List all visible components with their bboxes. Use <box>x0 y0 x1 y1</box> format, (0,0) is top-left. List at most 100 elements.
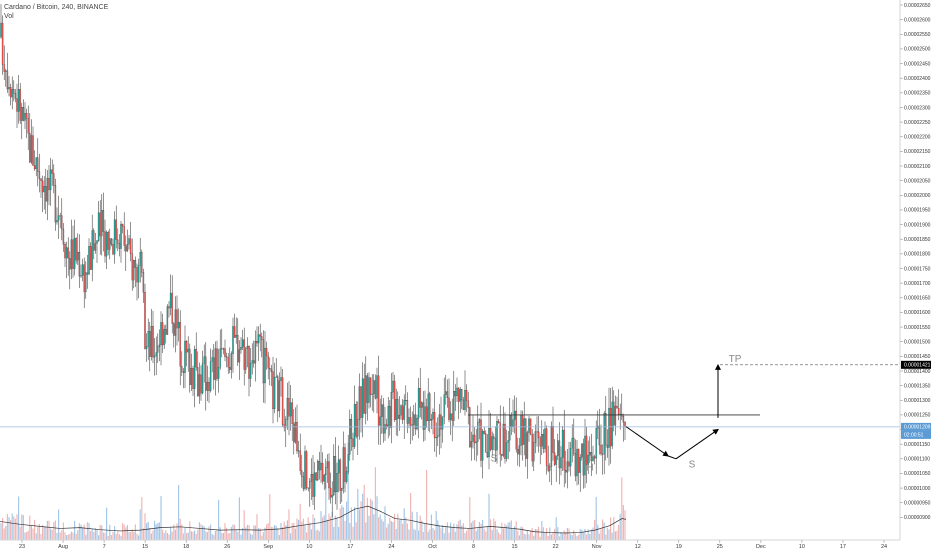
volume-bar <box>386 527 388 540</box>
candles <box>0 4 626 518</box>
volume-bar <box>610 517 612 540</box>
time-tick-label: Aug <box>58 544 68 550</box>
time-axis[interactable]: 23 Aug 7 15 18 26 Sep 10 17 24 Oct 8 15 22 Nov 12 19 25 De… <box>19 540 887 550</box>
candle-body <box>281 377 284 425</box>
candle-body <box>448 397 450 420</box>
candle-body <box>243 339 245 370</box>
candle-body <box>369 377 372 395</box>
candle-body <box>13 89 15 94</box>
volume-bar <box>398 520 400 540</box>
volume-bar <box>466 530 468 540</box>
volume-bar <box>464 532 466 540</box>
candle-body <box>141 252 143 273</box>
volume-bar <box>160 496 162 540</box>
volume-bar <box>498 532 500 540</box>
candle-body <box>123 226 125 246</box>
volume-bar <box>283 521 285 540</box>
volume-bar <box>85 534 87 540</box>
volume-bar <box>78 523 80 540</box>
candle-body <box>504 423 506 459</box>
candle-body <box>328 461 330 489</box>
candle-body <box>385 424 388 427</box>
volume-bar <box>509 521 511 540</box>
volume-bar <box>254 525 256 540</box>
volume-bar <box>226 527 228 540</box>
candle-body <box>253 360 255 364</box>
volume-bar <box>6 514 8 540</box>
volume-bar <box>32 528 34 540</box>
candle-body <box>3 64 5 72</box>
candle-body <box>235 335 237 338</box>
volume-bar <box>339 508 341 540</box>
candle-body <box>113 219 116 255</box>
volume-label[interactable]: Vol <box>4 13 14 20</box>
volume-bar <box>526 530 528 540</box>
candle-body <box>461 389 463 401</box>
volume-bar <box>165 530 167 540</box>
volume-bar <box>541 521 543 540</box>
candle-body <box>379 416 381 426</box>
candle-body <box>499 422 501 455</box>
candle-body <box>331 494 333 498</box>
volume-bar <box>478 521 480 540</box>
candle-body <box>483 431 485 434</box>
volume-bar <box>374 467 376 540</box>
volume-bar <box>589 534 591 540</box>
candle-body <box>1 22 4 65</box>
candle-body <box>449 413 452 420</box>
volume-bar <box>264 527 266 540</box>
volume-bar <box>395 528 397 540</box>
volume-bar <box>195 533 197 540</box>
price-tick-label: 0.00002100 <box>904 164 931 170</box>
candle-body <box>501 454 503 456</box>
volume-bar <box>314 518 316 540</box>
volume-bar <box>507 522 509 540</box>
candle-body <box>5 70 7 72</box>
candle-body <box>624 422 626 427</box>
volume-bar <box>355 522 357 540</box>
candle-body <box>161 322 164 346</box>
candle-body <box>118 243 121 249</box>
candle-body <box>339 459 341 491</box>
volume-bar <box>442 525 444 540</box>
volume-bar <box>176 523 178 540</box>
price-tick-label: 0.00002250 <box>904 120 931 126</box>
candle-body <box>561 429 564 458</box>
volume-bar <box>619 513 621 540</box>
candle-body <box>173 323 175 336</box>
time-tick-label: 10 <box>306 544 312 550</box>
candle-body <box>225 356 228 358</box>
volume-bar <box>3 528 5 540</box>
volume-bar <box>66 535 68 540</box>
candle-body <box>93 230 95 251</box>
volume-bar <box>474 519 476 540</box>
candle-body <box>219 348 221 368</box>
symbol-title[interactable]: Cardano / Bitcoin, 240, BINANCE <box>4 4 109 11</box>
price-axis[interactable]: 0.00002650 0.00002600 0.00002550 0.00002500… <box>900 3 931 521</box>
price-tick-label: 0.00002050 <box>904 178 931 184</box>
price-tick-label: 0.00002350 <box>904 91 931 97</box>
candle-body <box>94 243 97 251</box>
volume-bar <box>251 534 253 540</box>
volume-bar <box>514 526 516 540</box>
price-tick-label: 0.00001550 <box>904 325 931 331</box>
volume-bar <box>13 516 15 540</box>
candle-body <box>264 348 266 384</box>
candle-body <box>405 400 407 401</box>
volume-bar <box>613 517 615 540</box>
volume-bar <box>234 524 236 540</box>
volume-bar <box>125 527 127 540</box>
price-tick-label: 0.00001850 <box>904 237 931 243</box>
candle-body <box>571 437 573 449</box>
volume-bar <box>245 527 247 540</box>
volume-bar <box>269 494 271 540</box>
volume-bar <box>317 529 319 540</box>
candle-body <box>248 346 250 379</box>
candle-body <box>81 264 84 276</box>
volume-bar <box>242 527 244 540</box>
volume-bar <box>437 520 439 540</box>
volume-bar <box>94 528 96 540</box>
candle-body <box>128 238 130 245</box>
volume-bar <box>187 532 189 540</box>
